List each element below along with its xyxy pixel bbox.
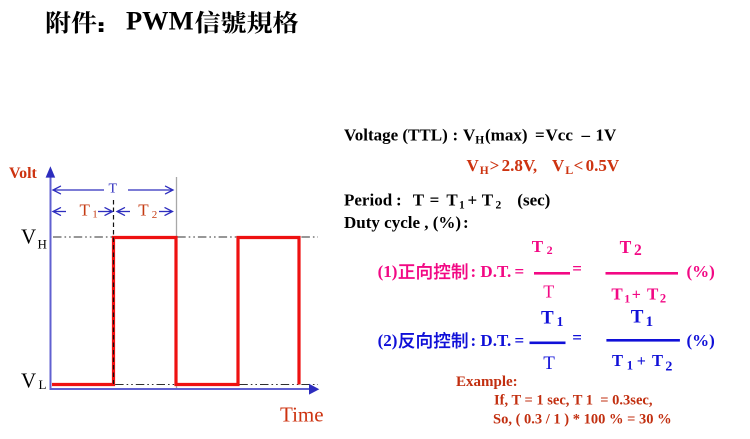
svg-text:T: T	[80, 200, 91, 219]
svg-text:If, T = 1 sec, T 1 = 0.3sec,: If, T = 1 sec, T 1 = 0.3sec,	[494, 393, 653, 409]
svg-text:Volt: Volt	[9, 165, 38, 182]
svg-text:V: V	[21, 369, 36, 393]
svg-text:(2): (2)	[378, 331, 398, 350]
svg-text:T: T	[543, 281, 554, 301]
svg-text:2: 2	[152, 209, 158, 221]
svg-text:Example:: Example:	[456, 374, 518, 390]
svg-text:1: 1	[557, 314, 564, 329]
svg-text:: D.T.=: : D.T. =	[471, 331, 525, 350]
svg-text:2: 2	[547, 243, 553, 257]
svg-text:: D.T.=: : D.T. =	[471, 262, 525, 281]
svg-text:VH>2.8V,VL<0.5V: VH> 2.8V, VL< 0.5V	[467, 156, 620, 177]
svg-text:T: T	[109, 182, 118, 197]
svg-text:H: H	[38, 236, 47, 251]
svg-text:2: 2	[634, 242, 642, 259]
svg-text:Voltage (TTL):VH(max)=Vcc–1V: Voltage (TTL): VH(max) =Vcc –1V	[344, 126, 617, 147]
svg-text:T: T	[532, 237, 544, 256]
svg-text:L: L	[39, 377, 47, 392]
svg-text:(1): (1)	[378, 262, 398, 281]
svg-text:=: =	[572, 328, 582, 347]
svg-text:1: 1	[646, 314, 654, 330]
svg-text:T: T	[138, 201, 149, 220]
svg-text:(%): (%)	[687, 262, 715, 281]
svg-text:T: T	[620, 237, 632, 257]
svg-text:=: =	[572, 259, 582, 278]
svg-text:1: 1	[92, 209, 98, 221]
svg-text:T: T	[543, 353, 555, 374]
svg-text:T: T	[541, 307, 554, 328]
svg-text:T1+T2: T1+T2	[611, 285, 666, 306]
svg-text:Time: Time	[280, 403, 324, 427]
svg-text:(%): (%)	[687, 331, 715, 350]
svg-text:T1+T2: T1+T2	[612, 351, 672, 375]
svg-text:So, ( 0.3 / 1 ) * 100 % = 30 %: So, ( 0.3 / 1 ) * 100 % = 30 %	[493, 412, 672, 428]
svg-text:Duty cycle , (%):: Duty cycle , (%):	[344, 213, 469, 232]
svg-text:V: V	[21, 225, 36, 249]
svg-text:PWM: PWM	[126, 5, 194, 35]
svg-text:T: T	[631, 306, 644, 327]
svg-text:Period:T=T1+T2(sec): Period: T = T1 + T 2 (sec)	[344, 191, 550, 212]
